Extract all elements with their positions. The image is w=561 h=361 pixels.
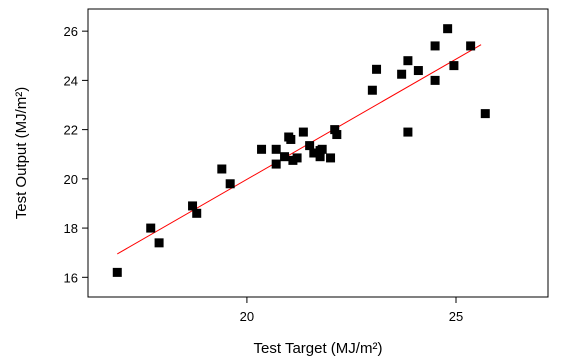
data-point	[309, 148, 319, 158]
data-point	[292, 153, 302, 163]
data-point	[330, 125, 340, 135]
data-point	[271, 144, 281, 154]
y-tick-label: 16	[64, 270, 78, 285]
data-point	[225, 179, 235, 189]
data-point	[280, 152, 290, 162]
x-axis-label: Test Target (MJ/m²)	[254, 340, 383, 357]
data-point	[443, 24, 453, 34]
data-point	[466, 41, 476, 51]
data-point	[430, 41, 440, 51]
data-point	[271, 159, 281, 169]
data-point	[192, 208, 202, 218]
fit-line	[117, 44, 482, 255]
data-point	[188, 201, 198, 211]
data-point	[397, 69, 407, 79]
data-point	[372, 64, 382, 74]
data-point	[413, 66, 423, 76]
data-point	[217, 164, 227, 174]
data-point	[332, 130, 342, 140]
data-point	[403, 127, 413, 137]
data-point	[403, 56, 413, 66]
data-point	[449, 61, 459, 71]
data-point	[430, 75, 440, 85]
y-axis-label: Test Output (MJ/m²)	[13, 87, 30, 220]
tick-labels: 20 25 16 18 20 22 24 26	[64, 24, 464, 324]
data-point	[315, 152, 325, 162]
y-tick-label: 26	[64, 24, 78, 39]
y-tick-label: 24	[64, 73, 78, 88]
x-tick-label: 20	[240, 309, 254, 324]
y-tick-label: 18	[64, 221, 78, 236]
y-tick-label: 22	[64, 123, 78, 138]
data-point	[326, 153, 336, 163]
axis-ticks	[82, 30, 457, 303]
data-point	[112, 267, 122, 277]
data-point	[367, 85, 377, 95]
plot-frame	[87, 8, 549, 298]
data-point	[154, 238, 164, 248]
data-point	[298, 127, 308, 137]
data-point	[146, 223, 156, 233]
data-point	[257, 144, 267, 154]
data-point	[480, 109, 490, 119]
y-tick-label: 20	[64, 172, 78, 187]
x-tick-label: 25	[449, 309, 463, 324]
data-point	[305, 141, 315, 151]
data-point	[286, 134, 296, 144]
data-points	[112, 24, 490, 277]
data-point	[317, 144, 327, 154]
